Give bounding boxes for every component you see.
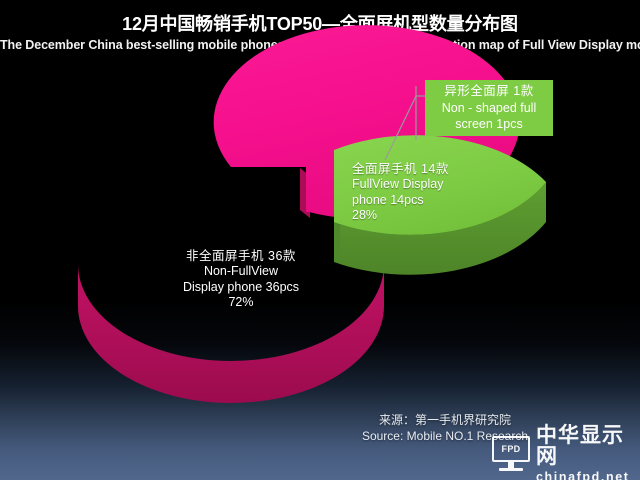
- monitor-screen-label: FPD: [492, 436, 530, 463]
- source-note: 来源：第一手机界研究院 Source: Mobile NO.1 Research: [300, 412, 590, 444]
- callout-label-cn: 异形全面屏 1款: [444, 84, 534, 99]
- callout-leader-line: [384, 86, 426, 161]
- page-title: 12月中国畅销手机TOP50—全面屏机型数量分布图: [122, 14, 518, 34]
- watermark-text: 中华显示网 chinafpd.net: [536, 425, 640, 480]
- monitor-neck: [508, 462, 514, 469]
- callout-non-shaped-full-screen: 异形全面屏 1款 Non - shaped full screen 1pcs: [425, 80, 553, 136]
- watermark-brand: 中华显示网: [536, 424, 624, 468]
- monitor-base: [499, 468, 523, 472]
- source-line-cn: 来源：第一手机界研究院: [378, 413, 511, 427]
- callout-label-en-1: Non - shaped full: [441, 100, 537, 115]
- watermark-url: chinafpd.net: [536, 470, 630, 480]
- source-line-en: Source: Mobile NO.1 Research: [361, 429, 529, 444]
- callout-label-en-2: screen 1pcs: [455, 117, 523, 132]
- watermark: FPD 中华显示网 chinafpd.net: [492, 425, 640, 480]
- monitor-icon: FPD: [492, 436, 530, 472]
- pie-slice-fullview: [334, 135, 546, 275]
